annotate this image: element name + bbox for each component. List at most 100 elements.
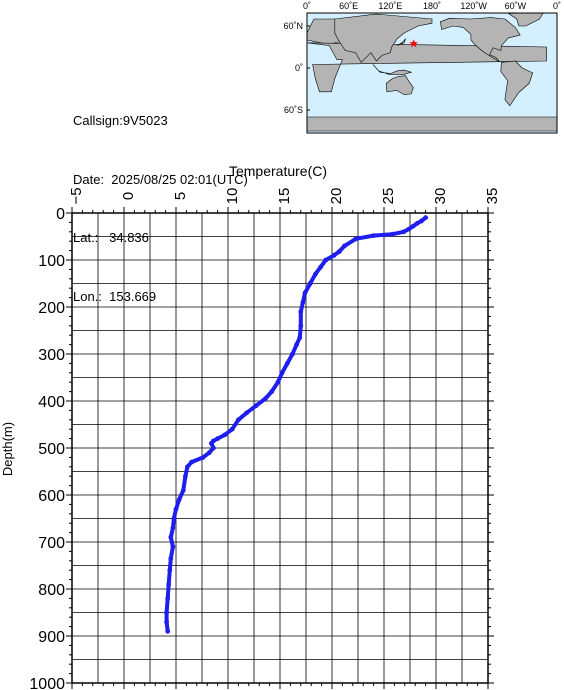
- data-point: [236, 417, 241, 423]
- y-tick-label: 100: [38, 253, 65, 270]
- data-point: [244, 410, 250, 416]
- data-point: [206, 450, 212, 456]
- data-point: [297, 335, 303, 340]
- grid: [71, 212, 489, 684]
- y-tick-label: 300: [38, 347, 65, 364]
- data-point: [419, 218, 424, 224]
- data-point: [229, 426, 235, 432]
- location-marker: [409, 39, 418, 48]
- y-tick-label: 800: [38, 582, 65, 599]
- x-tick-label: 10: [224, 188, 241, 205]
- y-tick-label: 600: [38, 488, 65, 505]
- y-tick-label: 400: [38, 394, 65, 411]
- indonesia-landmass: [372, 64, 413, 75]
- callsign-text: Callsign:9V5023: [73, 113, 168, 128]
- map-lat-label: 60˚S: [284, 105, 303, 115]
- data-point: [222, 432, 228, 438]
- plot-frame: [71, 212, 489, 684]
- map-lat-label: 0˚: [295, 63, 303, 73]
- data-point: [215, 436, 221, 441]
- data-point: [185, 464, 190, 470]
- data-point: [209, 440, 214, 446]
- y-axis: 0 100 200 300 400 500 600 700 800 900 1000: [29, 206, 494, 690]
- x-axis: −5 0 5 10 15 20 25 30 35: [68, 187, 501, 689]
- map-lon-label: 60˚E: [339, 1, 358, 11]
- data-point: [164, 610, 170, 615]
- data-point: [313, 271, 318, 277]
- north-america-landmass: [439, 17, 521, 62]
- data-point: [170, 525, 176, 531]
- y-tick-label: 900: [38, 629, 65, 646]
- data-point: [336, 249, 342, 254]
- data-point: [331, 252, 337, 258]
- data-point: [200, 455, 206, 460]
- y-axis-title: Depth(m): [0, 422, 15, 476]
- data-point: [279, 370, 285, 376]
- data-point: [298, 323, 304, 329]
- map-frame: [306, 12, 558, 134]
- map-lon-label: 60˚W: [505, 1, 527, 11]
- temperature-series: [164, 215, 428, 634]
- data-point: [189, 459, 195, 465]
- data-point: [294, 342, 299, 347]
- y-tick-label: 1000: [29, 676, 65, 690]
- data-point: [168, 556, 174, 561]
- map-lon-label: 0˚: [303, 1, 311, 11]
- profile-chart: Temperature(C) Depth(m) −5 0 5 10 15 20 25 30 35…: [0, 163, 501, 690]
- data-point: [302, 290, 308, 296]
- data-point: [253, 403, 259, 409]
- data-point: [165, 628, 171, 634]
- data-point: [284, 361, 290, 366]
- data-point: [211, 445, 216, 451]
- japan-landmass: [397, 38, 406, 46]
- x-tick-label: 20: [328, 188, 345, 205]
- data-point: [269, 389, 275, 394]
- data-point: [414, 220, 420, 226]
- data-point: [318, 264, 323, 270]
- map-lon-label: 120˚W: [460, 1, 487, 11]
- data-point: [164, 619, 170, 625]
- x-tick-label: −5: [68, 187, 85, 204]
- y-tick-label: 700: [38, 535, 65, 552]
- x-tick-label: 0: [120, 192, 137, 200]
- data-point: [342, 243, 347, 249]
- latitude-text: Lat.: 34.836: [73, 230, 149, 245]
- x-tick-label: 30: [432, 188, 449, 205]
- data-point: [171, 516, 177, 521]
- x-tick-label: 15: [276, 188, 293, 205]
- data-point: [323, 257, 329, 263]
- asia-landmass: [334, 13, 433, 63]
- data-point: [166, 581, 172, 587]
- australia-landmass: [385, 75, 414, 95]
- data-point: [183, 473, 188, 479]
- data-point: [300, 299, 306, 305]
- data-point: [263, 396, 268, 401]
- x-tick-label: 35: [484, 188, 501, 205]
- cast-info: Callsign:9V5023 Date: 2025/08/25 02:01(U…: [73, 72, 248, 326]
- date-text: Date: 2025/08/25 02:01(UTC): [73, 171, 248, 187]
- data-point: [290, 351, 295, 357]
- map-longitude-labels: 0˚ 60˚E 120˚E 180˚ 120˚W 60˚W 0˚: [303, 1, 561, 11]
- data-point: [353, 236, 359, 242]
- data-point: [371, 233, 376, 239]
- location-map: 0˚ 60˚E 120˚E 180˚ 120˚W 60˚W 0˚ 60˚N0˚60˚S: [283, 1, 561, 134]
- south-america-landmass: [500, 60, 534, 107]
- data-point: [176, 497, 182, 503]
- data-point: [389, 231, 395, 237]
- data-point: [167, 567, 173, 573]
- longitude-text: Lon.: 153.669: [73, 288, 157, 304]
- data-point: [423, 215, 428, 221]
- data-point: [168, 534, 174, 540]
- y-tick-label: 500: [38, 441, 65, 458]
- data-point: [406, 226, 412, 232]
- x-axis-title: Temperature(C): [229, 163, 327, 179]
- data-point: [275, 379, 281, 385]
- map-lat-label: 60˚N: [283, 21, 303, 31]
- y-tick-label: 200: [38, 300, 65, 317]
- map-lon-label: 0˚: [553, 1, 561, 11]
- data-point: [170, 544, 176, 550]
- map-lon-label: 180˚: [423, 1, 441, 11]
- data-point: [401, 229, 407, 235]
- data-point: [165, 596, 171, 601]
